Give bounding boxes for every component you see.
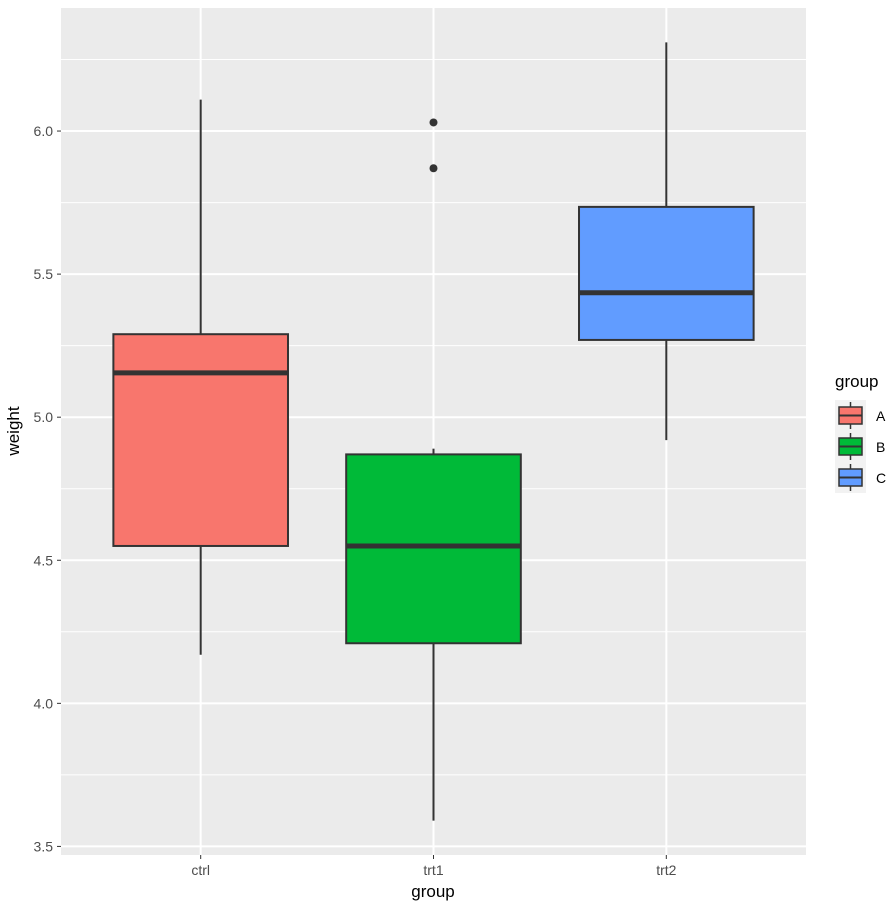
y-tick-label: 4.0: [34, 695, 54, 711]
x-tick-label: trt2: [656, 862, 676, 878]
y-tick-label: 6.0: [34, 123, 54, 139]
box-iqr: [345, 453, 522, 645]
legend-key-B: [835, 431, 866, 462]
outlier-point: [429, 164, 438, 173]
outlier-point: [429, 118, 438, 127]
y-axis-ticks: 3.5 4.0 4.5 5.0 5.5 6.0: [34, 123, 61, 854]
legend-key-A: [835, 400, 866, 431]
box-ctrl: [112, 99, 289, 655]
y-tick-label: 4.5: [34, 552, 54, 568]
x-tick-label: trt1: [423, 862, 443, 878]
legend-label: B: [876, 439, 885, 455]
box-trt2: [578, 42, 755, 441]
legend-key-C: [835, 462, 866, 493]
legend-label: C: [876, 470, 886, 486]
y-tick-label: 5.0: [34, 409, 54, 425]
box-iqr: [112, 333, 289, 547]
box-trt1: [345, 118, 522, 821]
x-axis-ticks: ctrl trt1 trt2: [191, 855, 677, 878]
y-tick-label: 5.5: [34, 266, 54, 282]
y-axis-title: weight: [4, 406, 23, 456]
y-tick-label: 3.5: [34, 838, 54, 854]
legend-label: A: [876, 408, 886, 424]
legend: group ABC: [835, 372, 886, 493]
x-tick-label: ctrl: [191, 862, 210, 878]
legend-title: group: [835, 372, 878, 391]
x-axis-title: group: [411, 882, 454, 901]
box-series: [112, 42, 755, 821]
box-iqr: [578, 205, 755, 341]
